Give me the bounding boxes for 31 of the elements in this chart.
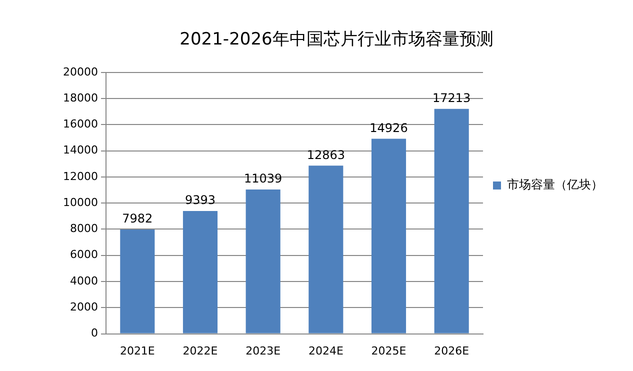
bar	[246, 190, 280, 334]
x-tick-label: 2021E	[120, 344, 155, 358]
bar	[371, 138, 406, 334]
y-tick-label: 18000	[62, 91, 98, 104]
x-tick-label: 2022E	[182, 344, 218, 358]
data-label: 12863	[306, 148, 346, 162]
data-label: 14926	[370, 120, 408, 135]
data-label: 11039	[244, 172, 282, 186]
data-label: 17213	[432, 90, 471, 105]
legend-label: 市场容量（亿块）	[507, 178, 603, 192]
x-tick-label: 2024E	[308, 344, 344, 358]
x-tick-label: 2023E	[246, 344, 281, 358]
y-tick-label: 0	[90, 326, 98, 340]
y-tick-label: 20000	[62, 65, 98, 78]
x-tick-label: 2026E	[434, 344, 470, 358]
data-label: 7982	[122, 212, 153, 226]
bar	[120, 229, 155, 334]
data-label: 9393	[184, 193, 216, 208]
bar	[308, 166, 344, 334]
y-tick-label: 6000	[70, 248, 98, 262]
y-tick-label: 16000	[62, 118, 98, 131]
chart-title: 2021-2026年中国芯片行业市场容量预测	[180, 30, 494, 50]
y-tick-label: 8000	[70, 222, 98, 236]
bar	[434, 108, 469, 334]
y-tick-label: 12000	[62, 170, 98, 183]
bar	[182, 211, 218, 334]
x-tick-label: 2025E	[371, 344, 406, 358]
y-tick-label: 2000	[70, 300, 98, 314]
y-tick-label: 14000	[62, 144, 98, 157]
y-tick-label: 4000	[70, 274, 98, 288]
y-tick-label: 10000	[62, 196, 98, 209]
